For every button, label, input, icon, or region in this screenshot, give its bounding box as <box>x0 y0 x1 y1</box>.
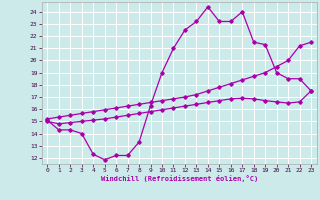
X-axis label: Windchill (Refroidissement éolien,°C): Windchill (Refroidissement éolien,°C) <box>100 175 258 182</box>
